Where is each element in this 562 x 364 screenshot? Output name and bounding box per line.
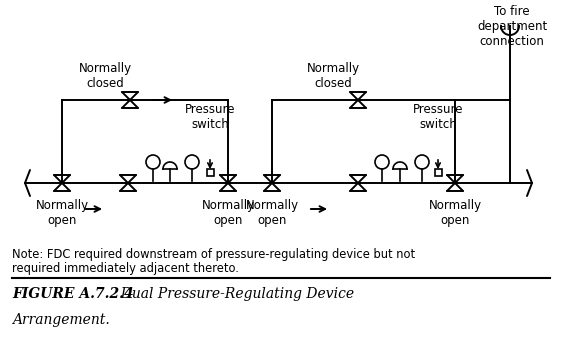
Bar — [206, 169, 214, 176]
Text: required immediately adjacent thereto.: required immediately adjacent thereto. — [12, 262, 239, 275]
Text: Normally
open: Normally open — [35, 199, 89, 227]
Text: Pressure
switch: Pressure switch — [413, 103, 463, 131]
Text: Dual Pressure-Regulating Device: Dual Pressure-Regulating Device — [112, 287, 354, 301]
Text: Normally
closed: Normally closed — [306, 62, 360, 90]
Text: Pressure
switch: Pressure switch — [185, 103, 235, 131]
Text: Arrangement.: Arrangement. — [12, 313, 110, 327]
Text: Note: FDC required downstream of pressure-regulating device but not: Note: FDC required downstream of pressur… — [12, 248, 415, 261]
Text: FIGURE A.7.2.4: FIGURE A.7.2.4 — [12, 287, 134, 301]
Text: Normally
open: Normally open — [201, 199, 255, 227]
Text: Normally
open: Normally open — [428, 199, 482, 227]
Text: Normally
open: Normally open — [246, 199, 298, 227]
Bar — [434, 169, 442, 176]
Text: Normally
closed: Normally closed — [79, 62, 132, 90]
Text: To fire
department
connection: To fire department connection — [477, 5, 547, 48]
